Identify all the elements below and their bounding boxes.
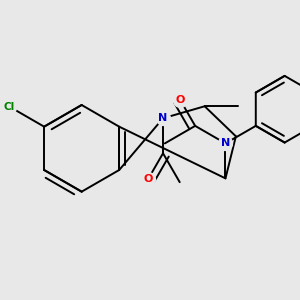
- Text: O: O: [176, 95, 185, 105]
- Text: Cl: Cl: [4, 102, 15, 112]
- Text: N: N: [158, 113, 168, 123]
- Text: N: N: [221, 138, 230, 148]
- Text: O: O: [143, 174, 153, 184]
